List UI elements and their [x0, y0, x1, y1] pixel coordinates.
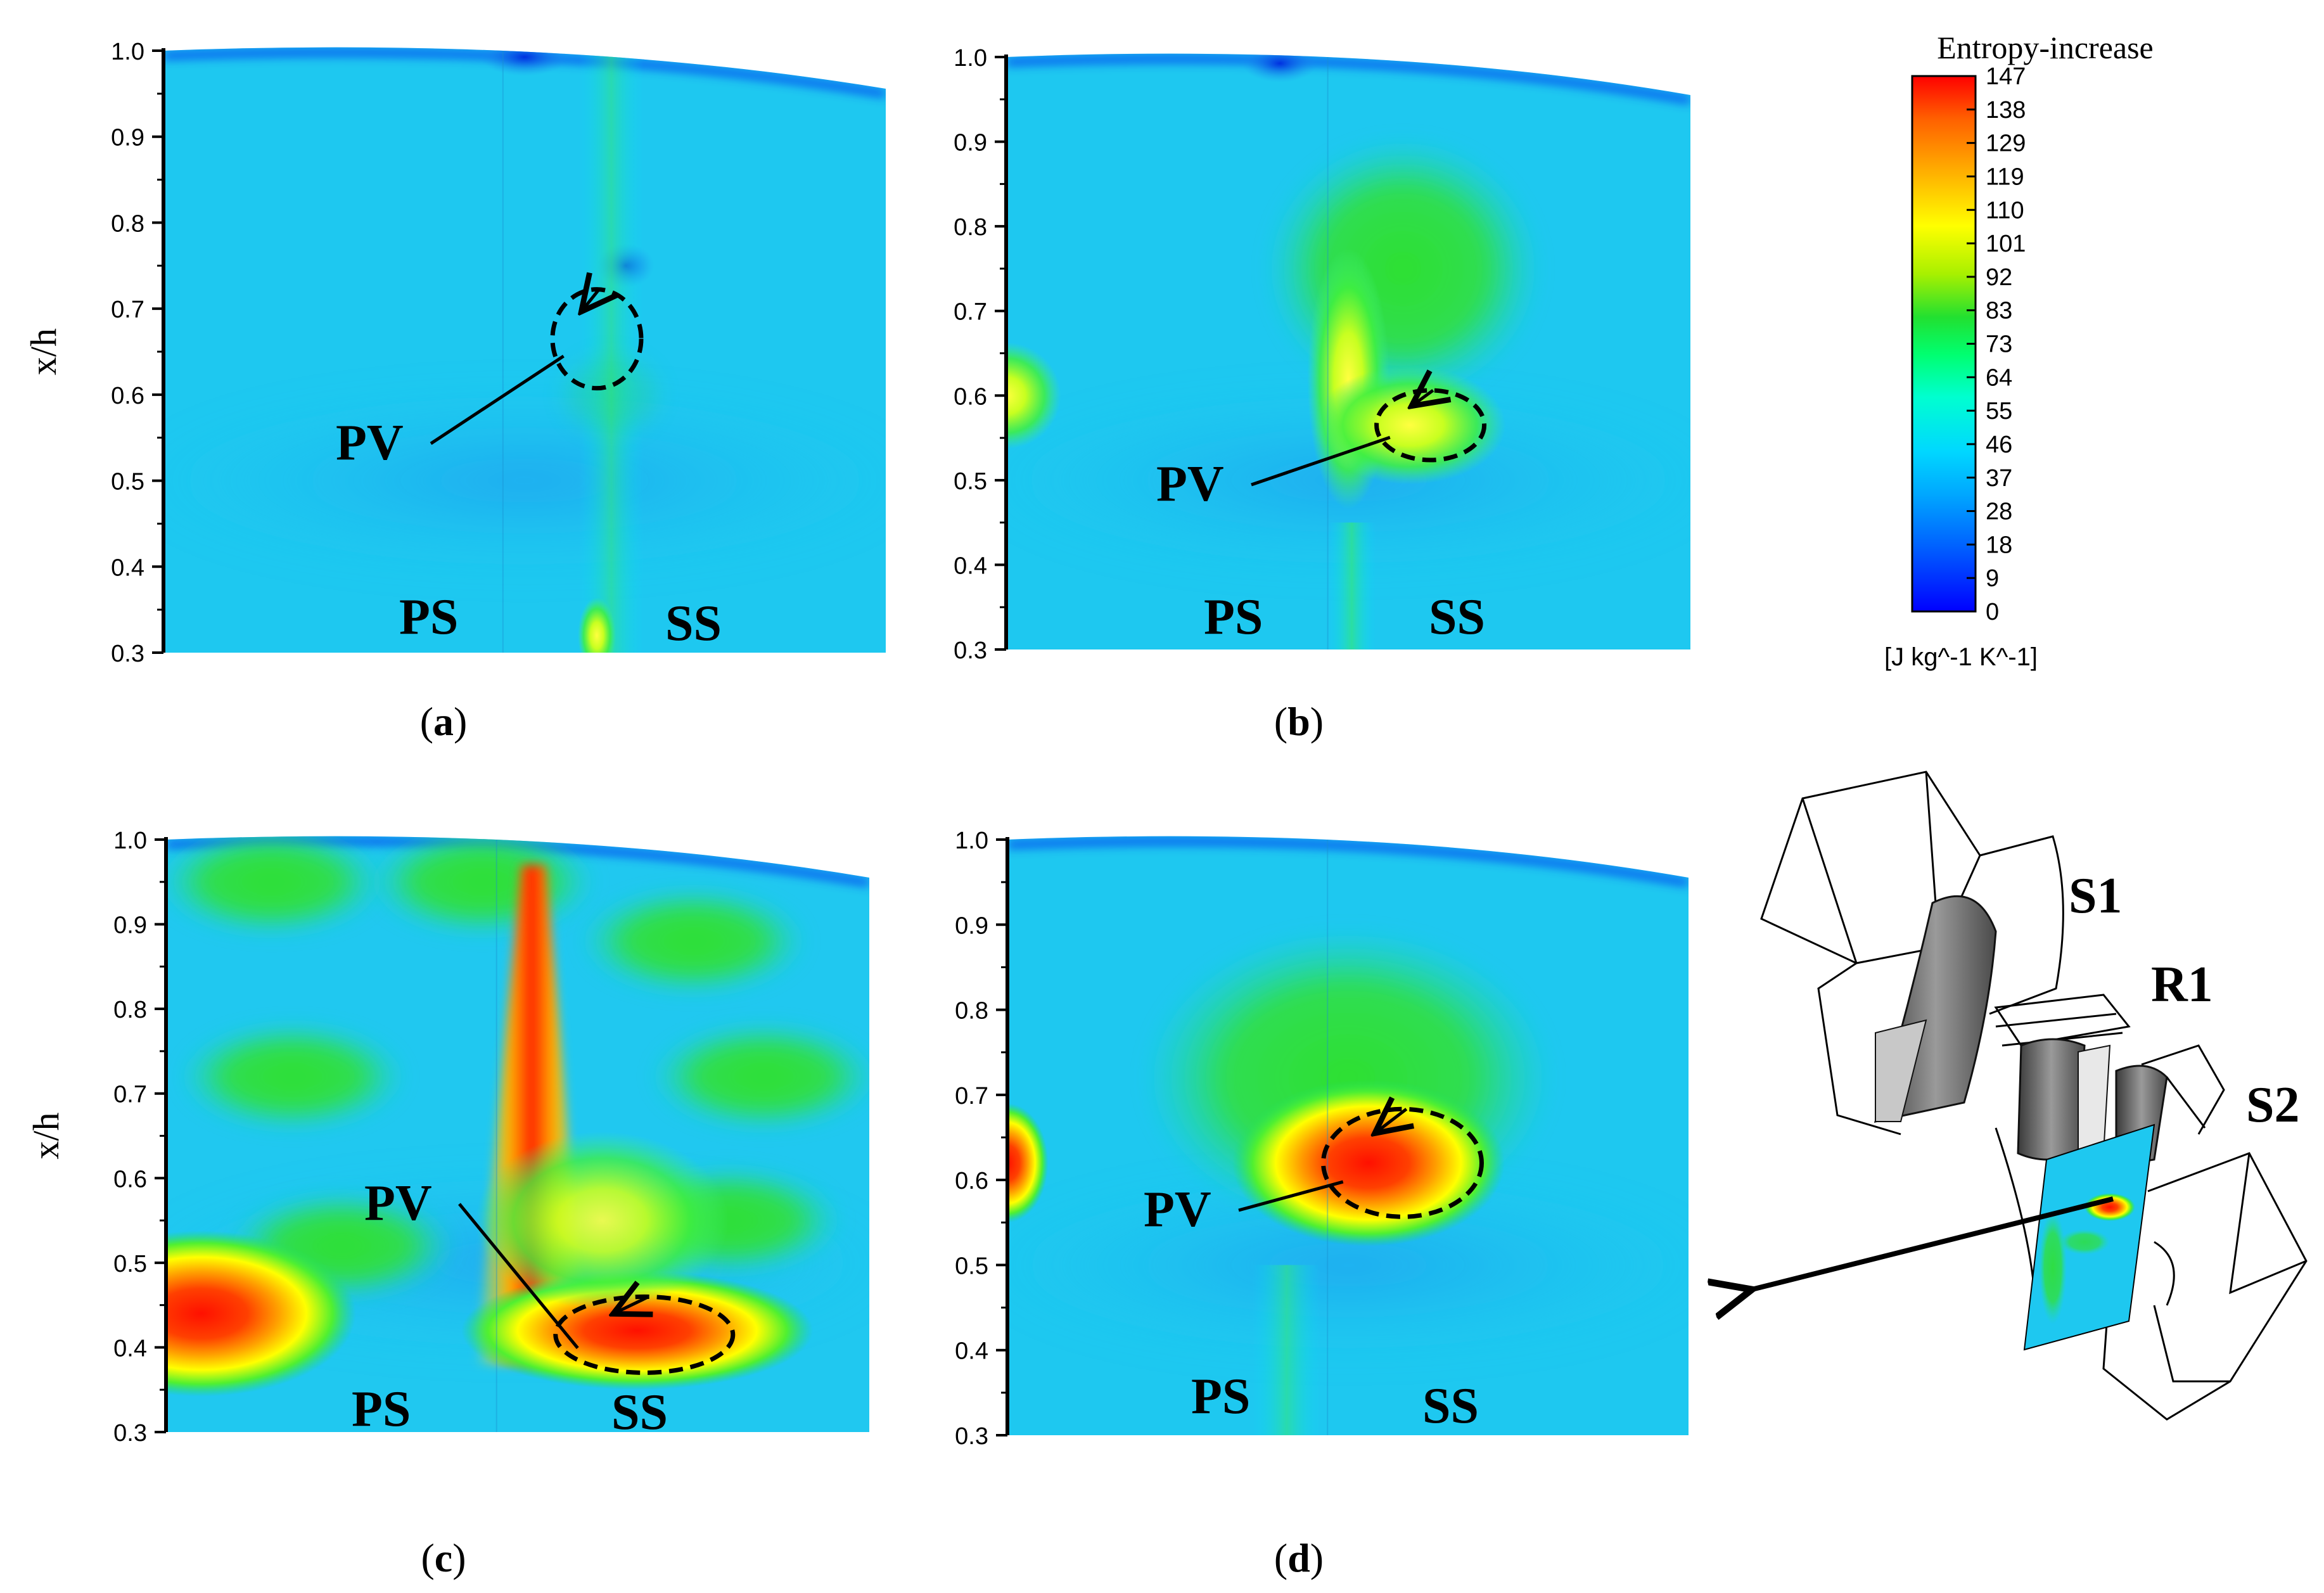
pv-leader-line [1238, 1180, 1344, 1212]
ss-label: SS [1429, 589, 1485, 645]
rotation-arrow [613, 1296, 649, 1314]
ps-label: PS [352, 1381, 411, 1437]
colorbar-tick-label: 83 [1986, 298, 2012, 324]
y-tick-label: 0.5 [111, 469, 144, 496]
colorbar-title: Entropy-increase [1937, 30, 2154, 65]
colorbar-tick-label: 0 [1986, 599, 1999, 625]
colorbar-tick-label: 138 [1986, 97, 2026, 124]
colorbar-tick-label: 92 [1986, 264, 2012, 291]
panel-caption: (b) [1274, 699, 1324, 744]
schematic-label-s2: S2 [2246, 1077, 2300, 1133]
y-tick-label: 0.8 [954, 214, 987, 241]
y-tick-label: 1.0 [113, 828, 147, 854]
pointer-arrow [1752, 1196, 2114, 1289]
y-tick-label: 0.9 [954, 130, 987, 157]
colorbar-tick-label: 28 [1986, 499, 2012, 525]
rotation-arrow [1412, 390, 1433, 406]
turbine-schematic: S1 R1 S2 [1752, 771, 2308, 1421]
panel-caption: (c) [421, 1535, 466, 1580]
y-tick-label: 0.3 [954, 637, 987, 664]
y-tick-label: 0.8 [113, 997, 147, 1023]
contour-plane [2023, 1123, 2155, 1351]
pv-label: PV [1156, 456, 1224, 512]
panel-c: 0.3 0.4 0.5 0.6 0.7 0.8 0.9 1.0 x/h PV PS SS (c) [25, 828, 869, 1580]
y-tick-label: 0.8 [111, 210, 144, 237]
panel-b: 0.3 0.4 0.5 0.6 0.7 0.8 0.9 1.0 PV PS SS (b) [954, 45, 1690, 744]
panel-a: 0.3 0.4 0.5 0.6 0.7 0.8 0.9 1.0 x/h PV PS SS (a) [23, 39, 886, 744]
ss-label: SS [665, 596, 722, 651]
y-tick-label: 0.8 [955, 998, 988, 1025]
y-tick-label: 0.4 [111, 554, 144, 581]
y-axis: 0.3 0.4 0.5 0.6 0.7 0.8 0.9 1.0 [954, 45, 1008, 664]
schematic-label-s1: S1 [2069, 868, 2123, 924]
y-tick-label: 0.9 [113, 912, 147, 939]
pv-leader-line [458, 1203, 579, 1349]
y-tick-label: 0.3 [113, 1420, 147, 1447]
y-tick-label: 0.9 [955, 912, 988, 939]
ss-label: SS [1422, 1378, 1479, 1434]
y-tick-label: 0.5 [113, 1251, 147, 1277]
y-tick-label: 0.4 [954, 553, 987, 579]
y-tick-label: 1.0 [111, 39, 144, 65]
contour-field [163, 47, 886, 653]
ps-label: PS [1204, 589, 1263, 645]
y-tick-label: 0.7 [955, 1083, 988, 1110]
colorbar-unit: [J kg^-1 K^-1] [1884, 643, 2038, 671]
colorbar-tick-label: 55 [1986, 398, 2012, 425]
rotation-arrow [582, 290, 599, 312]
pv-label: PV [336, 415, 404, 471]
y-axis-label: x/h [25, 1112, 67, 1159]
y-tick-label: 0.6 [113, 1166, 147, 1193]
panel-caption: (d) [1274, 1535, 1324, 1580]
vortex-circle [1321, 1106, 1484, 1219]
y-tick-label: 0.7 [113, 1082, 147, 1108]
colorbar-tick-label: 37 [1986, 465, 2012, 492]
y-tick-label: 1.0 [955, 828, 988, 854]
ps-label: PS [1191, 1369, 1250, 1424]
colorbar-tick-label: 64 [1986, 364, 2012, 391]
colorbar-tick-label: 18 [1986, 532, 2012, 558]
colorbar-tick-label: 9 [1986, 565, 1999, 592]
y-tick-label: 0.7 [111, 297, 144, 323]
pv-leader-line [430, 354, 565, 445]
y-tick-label: 0.3 [111, 641, 144, 667]
pv-leader-line [1251, 435, 1391, 487]
y-axis: 0.3 0.4 0.5 0.6 0.7 0.8 0.9 1.0 [111, 39, 165, 667]
y-tick-label: 0.6 [954, 383, 987, 410]
y-tick-label: 0.3 [955, 1423, 988, 1450]
y-tick-label: 0.6 [111, 383, 144, 409]
y-tick-label: 0.6 [955, 1168, 988, 1194]
colorbar-tick-label: 119 [1986, 163, 2024, 190]
contour-field [166, 836, 869, 1432]
panel-d: 0.3 0.4 0.5 0.6 0.7 0.8 0.9 1.0 PV PS SS (d) [955, 828, 1689, 1580]
schematic-label-r1: R1 [2151, 957, 2213, 1013]
y-axis-label: x/h [23, 328, 64, 375]
y-tick-label: 0.4 [955, 1338, 988, 1365]
ss-label: SS [611, 1385, 668, 1440]
colorbar-tick-label: 101 [1986, 231, 2026, 257]
y-tick-label: 0.4 [113, 1335, 147, 1362]
y-tick-label: 0.5 [954, 468, 987, 495]
colorbar-tick-label: 73 [1986, 331, 2012, 358]
y-axis: 0.3 0.4 0.5 0.6 0.7 0.8 0.9 1.0 [113, 828, 168, 1447]
colorbar [1911, 75, 1977, 613]
rotation-arrow [1375, 1109, 1407, 1133]
y-axis: 0.3 0.4 0.5 0.6 0.7 0.8 0.9 1.0 [955, 828, 1009, 1450]
pv-label: PV [364, 1175, 432, 1231]
panel-caption: (a) [420, 699, 468, 744]
colorbar-tick-label: 147 [1986, 63, 2026, 90]
colorbar-tick-label: 129 [1986, 131, 2026, 157]
contour-field [1006, 53, 1690, 649]
y-tick-label: 0.7 [954, 299, 987, 326]
vortex-circle [1374, 388, 1487, 463]
y-tick-label: 1.0 [954, 45, 987, 72]
colorbar-tick-label: 110 [1986, 197, 2024, 224]
y-tick-label: 0.9 [111, 125, 144, 151]
y-tick-label: 0.5 [955, 1253, 988, 1279]
pv-label: PV [1144, 1182, 1211, 1238]
contour-field [1007, 836, 1689, 1435]
ps-label: PS [399, 589, 458, 645]
colorbar-tick-label: 46 [1986, 432, 2012, 458]
